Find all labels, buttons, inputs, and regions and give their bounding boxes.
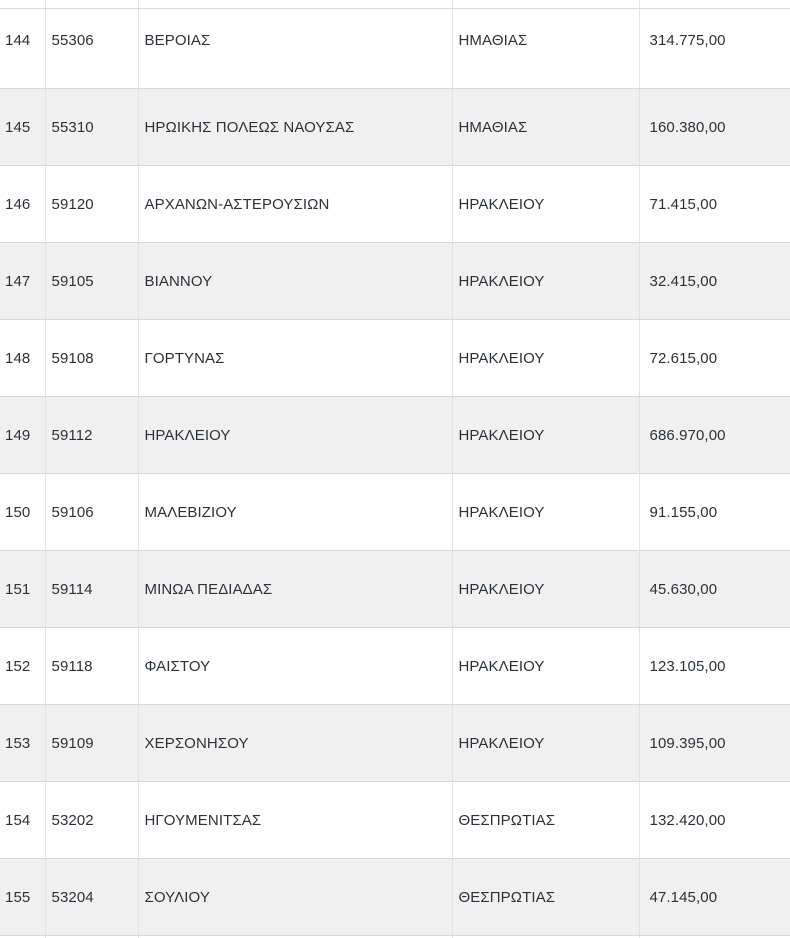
code-cell: 59114 xyxy=(45,551,138,628)
prefecture-cell: ΗΡΑΚΛΕΙΟΥ xyxy=(452,705,639,782)
amount-cell: 160.380,00 xyxy=(639,89,790,166)
amount-cell: 91.155,00 xyxy=(639,474,790,551)
table-row: 149 59112 ΗΡΑΚΛΕΙΟΥ ΗΡΑΚΛΕΙΟΥ 686.970,00 xyxy=(0,397,790,474)
clipped-cell xyxy=(639,0,790,9)
municipality-cell: ΗΓΟΥΜΕΝΙΤΣΑΣ xyxy=(138,782,452,859)
row-number-cell: 148 xyxy=(0,320,45,397)
code-cell: 53204 xyxy=(45,859,138,936)
row-number-cell: 144 xyxy=(0,9,45,89)
table-row: 146 59120 ΑΡΧΑΝΩΝ-ΑΣΤΕΡΟΥΣΙΩΝ ΗΡΑΚΛΕΙΟΥ … xyxy=(0,166,790,243)
table-row: 144 55306 ΒΕΡΟΙΑΣ ΗΜΑΘΙΑΣ 314.775,00 xyxy=(0,9,790,89)
row-number-cell: 153 xyxy=(0,705,45,782)
prefecture-cell: ΗΡΑΚΛΕΙΟΥ xyxy=(452,166,639,243)
municipality-cell: ΑΡΧΑΝΩΝ-ΑΣΤΕΡΟΥΣΙΩΝ xyxy=(138,166,452,243)
table-row: 154 53202 ΗΓΟΥΜΕΝΙΤΣΑΣ ΘΕΣΠΡΩΤΙΑΣ 132.42… xyxy=(0,782,790,859)
municipality-cell: ΓΟΡΤΥΝΑΣ xyxy=(138,320,452,397)
code-cell: 59105 xyxy=(45,243,138,320)
amount-cell: 109.395,00 xyxy=(639,705,790,782)
code-cell: 59109 xyxy=(45,705,138,782)
amount-cell: 32.415,00 xyxy=(639,243,790,320)
clipped-cell xyxy=(452,0,639,9)
municipality-cell: ΜΑΛΕΒΙΖΙΟΥ xyxy=(138,474,452,551)
municipality-cell: ΒΙΑΝΝΟΥ xyxy=(138,243,452,320)
table-row: 152 59118 ΦΑΙΣΤΟΥ ΗΡΑΚΛΕΙΟΥ 123.105,00 xyxy=(0,628,790,705)
amount-cell: 47.145,00 xyxy=(639,859,790,936)
municipality-cell: ΦΑΙΣΤΟΥ xyxy=(138,628,452,705)
row-number-cell: 147 xyxy=(0,243,45,320)
row-number-cell: 150 xyxy=(0,474,45,551)
clipped-cell xyxy=(0,0,45,9)
table-row: 145 55310 ΗΡΩΙΚΗΣ ΠΟΛΕΩΣ ΝΑΟΥΣΑΣ ΗΜΑΘΙΑΣ… xyxy=(0,89,790,166)
table-row: 148 59108 ΓΟΡΤΥΝΑΣ ΗΡΑΚΛΕΙΟΥ 72.615,00 xyxy=(0,320,790,397)
prefecture-cell: ΗΡΑΚΛΕΙΟΥ xyxy=(452,474,639,551)
row-number-cell: 149 xyxy=(0,397,45,474)
code-cell: 55306 xyxy=(45,9,138,89)
row-number-cell: 152 xyxy=(0,628,45,705)
prefecture-cell: ΘΕΣΠΡΩΤΙΑΣ xyxy=(452,859,639,936)
clipped-cell xyxy=(138,0,452,9)
row-number-cell: 154 xyxy=(0,782,45,859)
municipality-cell: ΗΡΑΚΛΕΙΟΥ xyxy=(138,397,452,474)
code-cell: 53202 xyxy=(45,782,138,859)
prefecture-cell: ΗΡΑΚΛΕΙΟΥ xyxy=(452,628,639,705)
prefecture-cell: ΗΡΑΚΛΕΙΟΥ xyxy=(452,551,639,628)
table-body: 144 55306 ΒΕΡΟΙΑΣ ΗΜΑΘΙΑΣ 314.775,00 145… xyxy=(0,9,790,936)
amount-cell: 314.775,00 xyxy=(639,9,790,89)
amount-cell: 686.970,00 xyxy=(639,397,790,474)
amount-cell: 72.615,00 xyxy=(639,320,790,397)
table-row: 151 59114 ΜΙΝΩΑ ΠΕΔΙΑΔΑΣ ΗΡΑΚΛΕΙΟΥ 45.63… xyxy=(0,551,790,628)
municipality-cell: ΧΕΡΣΟΝΗΣΟΥ xyxy=(138,705,452,782)
code-cell: 59120 xyxy=(45,166,138,243)
prefecture-cell: ΗΡΑΚΛΕΙΟΥ xyxy=(452,243,639,320)
table-row: 150 59106 ΜΑΛΕΒΙΖΙΟΥ ΗΡΑΚΛΕΙΟΥ 91.155,00 xyxy=(0,474,790,551)
clipped-row-above xyxy=(0,0,790,9)
prefecture-cell: ΘΕΣΠΡΩΤΙΑΣ xyxy=(452,782,639,859)
amount-cell: 123.105,00 xyxy=(639,628,790,705)
row-number-cell: 151 xyxy=(0,551,45,628)
table-row: 153 59109 ΧΕΡΣΟΝΗΣΟΥ ΗΡΑΚΛΕΙΟΥ 109.395,0… xyxy=(0,705,790,782)
row-number-cell: 155 xyxy=(0,859,45,936)
municipality-cell: ΣΟΥΛΙΟΥ xyxy=(138,859,452,936)
table-row: 155 53204 ΣΟΥΛΙΟΥ ΘΕΣΠΡΩΤΙΑΣ 47.145,00 xyxy=(0,859,790,936)
municipality-cell: ΒΕΡΟΙΑΣ xyxy=(138,9,452,89)
prefecture-cell: ΗΡΑΚΛΕΙΟΥ xyxy=(452,320,639,397)
table-row: 147 59105 ΒΙΑΝΝΟΥ ΗΡΑΚΛΕΙΟΥ 32.415,00 xyxy=(0,243,790,320)
amount-cell: 71.415,00 xyxy=(639,166,790,243)
clipped-cell xyxy=(45,0,138,9)
code-cell: 55310 xyxy=(45,89,138,166)
code-cell: 59106 xyxy=(45,474,138,551)
amount-cell: 132.420,00 xyxy=(639,782,790,859)
code-cell: 59108 xyxy=(45,320,138,397)
municipality-cell: ΜΙΝΩΑ ΠΕΔΙΑΔΑΣ xyxy=(138,551,452,628)
row-number-cell: 145 xyxy=(0,89,45,166)
row-number-cell: 146 xyxy=(0,166,45,243)
prefecture-cell: ΗΡΑΚΛΕΙΟΥ xyxy=(452,397,639,474)
amount-cell: 45.630,00 xyxy=(639,551,790,628)
municipality-cell: ΗΡΩΙΚΗΣ ΠΟΛΕΩΣ ΝΑΟΥΣΑΣ xyxy=(138,89,452,166)
prefecture-cell: ΗΜΑΘΙΑΣ xyxy=(452,89,639,166)
code-cell: 59112 xyxy=(45,397,138,474)
code-cell: 59118 xyxy=(45,628,138,705)
prefecture-cell: ΗΜΑΘΙΑΣ xyxy=(452,9,639,89)
